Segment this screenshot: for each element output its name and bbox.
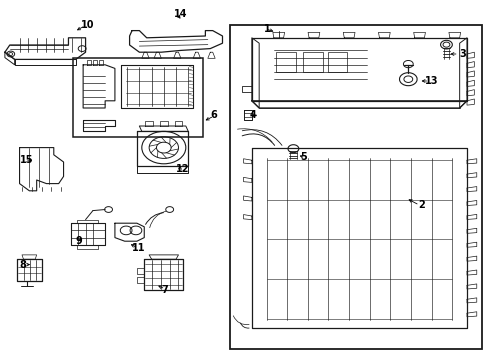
Text: 7: 7 <box>161 285 168 295</box>
Bar <box>276 52 295 72</box>
Bar <box>327 52 346 72</box>
Text: 15: 15 <box>20 155 33 165</box>
Text: 11: 11 <box>132 243 145 253</box>
Text: 8: 8 <box>20 260 26 270</box>
Text: 5: 5 <box>300 152 307 162</box>
Text: 12: 12 <box>176 164 189 174</box>
Text: 3: 3 <box>459 49 466 59</box>
Text: 9: 9 <box>76 236 82 246</box>
Text: 2: 2 <box>417 200 424 210</box>
Bar <box>229 25 481 349</box>
Text: 4: 4 <box>249 110 256 120</box>
Text: 10: 10 <box>81 20 94 30</box>
Text: 13: 13 <box>425 76 438 86</box>
Text: 6: 6 <box>210 110 217 120</box>
Text: 14: 14 <box>173 9 187 19</box>
Bar <box>303 52 322 72</box>
Text: 1: 1 <box>264 24 270 34</box>
Bar <box>73 58 203 137</box>
